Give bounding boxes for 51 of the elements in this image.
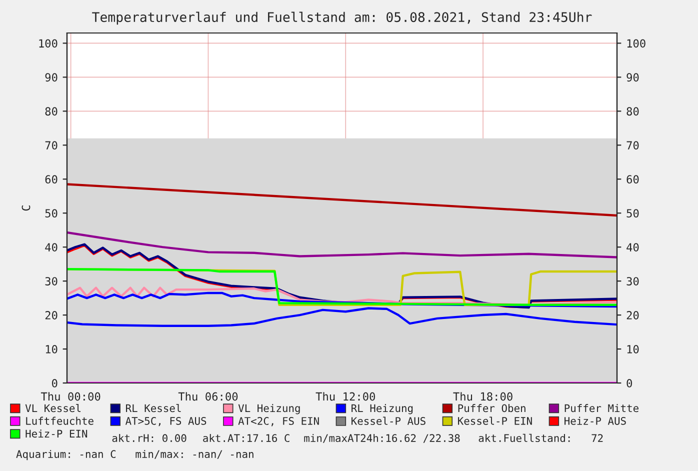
- x-tick-label: Thu 18:00: [453, 392, 512, 401]
- y2-tick-label: 90: [626, 73, 639, 82]
- y2-tick-label: 70: [626, 141, 639, 150]
- y2-tick-label: 40: [626, 243, 639, 252]
- line-series: [67, 292, 617, 308]
- legend-label: VL Kessel: [25, 404, 80, 412]
- x-tick-label: Thu 06:00: [178, 392, 238, 401]
- y2-tick-label: 30: [626, 277, 639, 286]
- y-tick-label: 10: [46, 345, 58, 354]
- text: Aquarium: -nan C min/max: -nan/ -nan: [16, 450, 254, 460]
- y-tick-label: 30: [45, 277, 58, 286]
- y-tick-label: 0: [52, 379, 58, 388]
- line-series: [67, 307, 617, 328]
- text: akt.rH: 0.00: [112, 434, 186, 442]
- legend-label: Kessel-P AUS: [352, 416, 426, 425]
- y-tick-label: 100: [39, 39, 58, 48]
- y-tick-label: 70: [45, 141, 58, 150]
- legend-label: Puffer Mitte: [564, 404, 638, 412]
- text: akt.AT:17.16 C: [203, 434, 290, 442]
- legend-label: Kessel-P EIN: [458, 416, 532, 425]
- y2-tick-label: 60: [626, 175, 639, 184]
- text: akt.Fuellstand: 72: [478, 434, 603, 442]
- legend-label: AT<2C, FS EIN: [238, 417, 319, 426]
- legend-label: AT>5C, FS AUS: [125, 416, 206, 426]
- y-tick-label: 90: [45, 73, 58, 82]
- y2-tick-label: 50: [626, 209, 639, 218]
- y-tick-label: 40: [45, 243, 58, 252]
- chart-title: Temperaturverlauf und Fuellstand am: 05.08.2021, Stand 23:45Uhr: [92, 12, 592, 25]
- y2-tick-label: 0: [626, 379, 632, 388]
- text: min/maxAT24h:16.62 /22.38: [304, 434, 460, 443]
- legend-label: Puffer Oben: [458, 404, 526, 412]
- y2-tick-label: 20: [626, 311, 639, 320]
- line-series: [67, 286, 617, 306]
- y2-tick-label: 10: [627, 345, 639, 354]
- legend-label: RL Heizung: [352, 404, 413, 414]
- y-tick-label: 20: [45, 311, 58, 320]
- y-axis-title: C: [22, 206, 30, 211]
- y-tick-label: 60: [45, 175, 58, 184]
- y2-tick-label: 100: [627, 39, 646, 48]
- y-tick-label: 80: [45, 107, 58, 116]
- y2-tick-label: 80: [626, 107, 639, 116]
- x-tick-label: Thu 12:00: [316, 392, 376, 401]
- legend-label: Luftfeuchte: [26, 416, 94, 425]
- legend-label: VL Heizung: [238, 404, 300, 414]
- line-series: [67, 268, 617, 306]
- line-series: [67, 231, 617, 258]
- x-tick-label: Thu 00:00: [40, 392, 100, 401]
- legend-label: Heiz-P EIN: [26, 430, 88, 438]
- y-tick-label: 50: [45, 209, 58, 218]
- legend-label: RL Kessel: [126, 404, 181, 412]
- legend-label: Heiz-P AUS: [564, 416, 626, 425]
